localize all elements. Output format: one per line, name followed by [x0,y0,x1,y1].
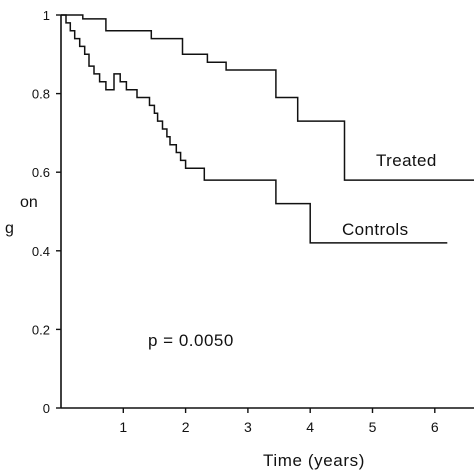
y-tick-label: 0.8 [32,87,50,102]
axes [60,15,474,409]
y-tick-label: 0.6 [32,165,50,180]
y-axis-label-fragment: g [5,220,14,237]
series-line-controls [61,14,448,244]
y-tick-label: 0.2 [32,322,50,337]
series-lines [61,14,474,244]
x-tick-label: 5 [369,419,377,435]
series-label-controls: Controls [342,220,409,239]
series-line-treated [61,14,474,181]
y-axis-label-fragment: on [20,194,38,211]
chart-labels: Time (years) on g p = 0.0050 Treated Con… [5,151,437,470]
y-tick-label: 0 [43,401,50,416]
axis-ticks: 0 0.2 0.4 0.6 0.8 1 1 2 3 4 5 6 [32,8,439,435]
p-value-annotation: p = 0.0050 [148,331,234,350]
x-tick-label: 6 [431,419,439,435]
x-axis-label: Time (years) [263,451,365,470]
x-tick-label: 4 [306,419,314,435]
x-tick-label: 1 [119,419,127,435]
series-label-treated: Treated [376,151,437,170]
x-tick-label: 2 [182,419,190,435]
y-tick-label: 0.4 [32,244,50,259]
x-tick-label: 3 [244,419,252,435]
y-tick-label: 1 [43,8,50,23]
